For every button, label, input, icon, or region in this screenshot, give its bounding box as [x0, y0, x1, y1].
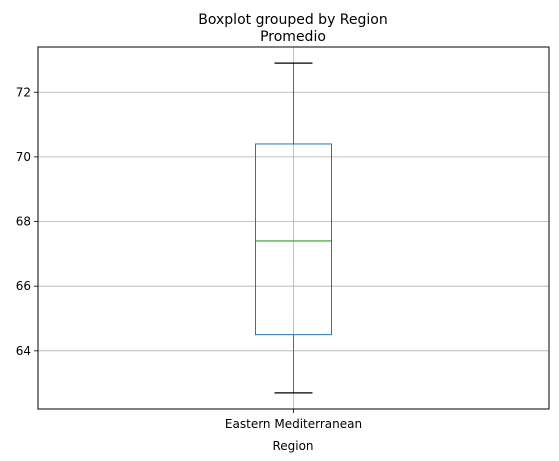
y-tick-label: 64	[16, 344, 31, 358]
y-tick-label: 66	[16, 279, 31, 293]
axis-ticks: 64 66 68 70 72 Eastern Mediterranean	[16, 85, 362, 431]
box-elements	[255, 62, 332, 394]
chart-title: Promedio	[260, 29, 326, 45]
x-tick-label: Eastern Mediterranean	[225, 417, 362, 431]
x-axis-label: Region	[272, 439, 313, 453]
chart-suptitle: Boxplot grouped by Region	[198, 12, 387, 28]
y-tick-label: 70	[16, 150, 31, 164]
y-tick-label: 72	[16, 85, 31, 99]
y-tick-label: 68	[16, 215, 31, 229]
iqr-box	[255, 143, 332, 336]
